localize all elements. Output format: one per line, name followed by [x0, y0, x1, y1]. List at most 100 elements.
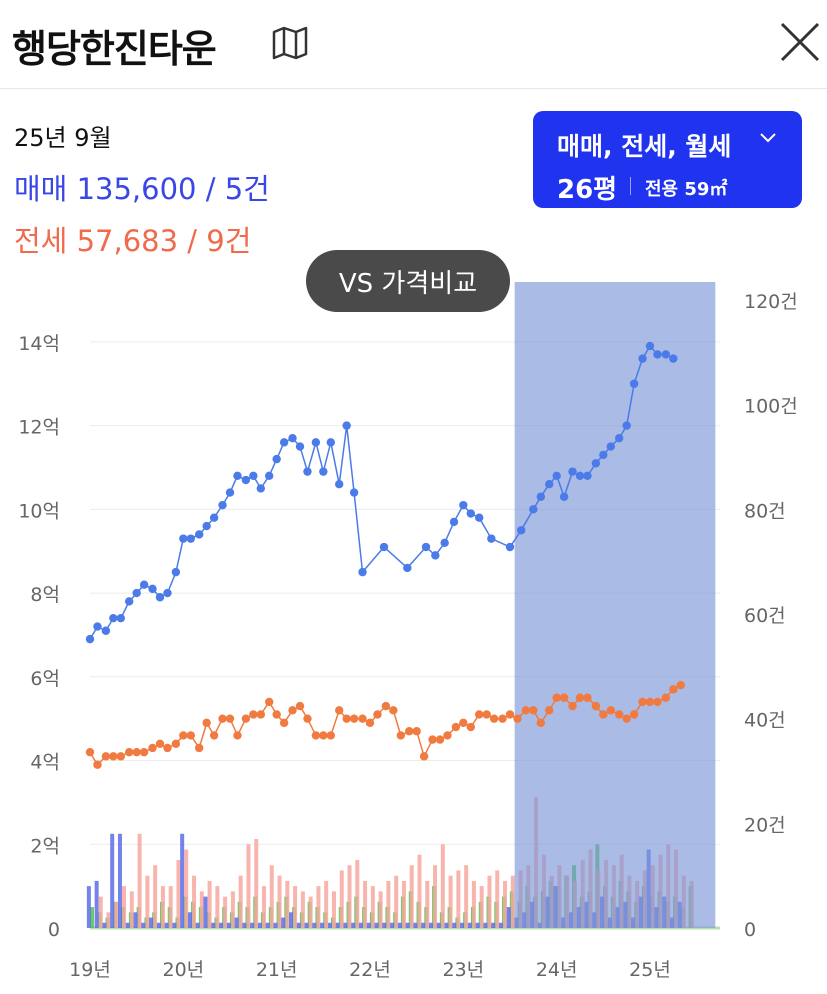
jeonse-point [412, 727, 421, 736]
jeonse-point [311, 731, 321, 740]
jeonse-point [256, 710, 265, 719]
sale-point [319, 467, 328, 476]
y-left-tick-label: 2억 [30, 835, 60, 857]
sale-point [606, 442, 615, 451]
jeonse-point [661, 693, 671, 702]
bar-blue-volume-bar [187, 912, 192, 928]
jeonse-point [163, 743, 172, 753]
map-icon[interactable] [270, 26, 310, 60]
bar-blue-volume-bar [421, 922, 426, 928]
bar-pink-volume-bar [184, 849, 189, 928]
jeonse-point [179, 731, 188, 740]
highlight-region [514, 282, 716, 928]
jeonse-point [451, 722, 461, 732]
bar-blue-volume-bar [475, 922, 480, 928]
y-left-tick-label: 8억 [30, 584, 60, 606]
bar-pink-volume-bar [160, 886, 165, 928]
jeonse-point [482, 710, 491, 719]
bar-blue-volume-bar [498, 922, 503, 928]
bar-blue-volume-bar [172, 922, 177, 928]
y-left-tick-label: 4억 [30, 752, 60, 774]
bar-pink-volume-bar [238, 875, 243, 928]
jeonse-point [335, 706, 344, 715]
sale-point [440, 538, 449, 548]
sale-point [622, 421, 631, 430]
sale-point [459, 500, 468, 510]
sale-point [195, 530, 204, 539]
jeonse-point [645, 697, 655, 707]
sale-point [101, 626, 111, 635]
jeonse-point [629, 710, 639, 719]
bar-pink-volume-bar [246, 844, 251, 928]
close-icon[interactable] [776, 18, 824, 66]
sale-point [421, 542, 431, 552]
bar-blue-volume-bar [506, 907, 511, 928]
bar-pink-volume-bar [409, 865, 414, 928]
bar-blue-volume-bar [180, 833, 185, 928]
sale-point [575, 471, 585, 481]
sale-point [295, 442, 305, 451]
jeonse-point [349, 714, 359, 723]
bar-blue-volume-bar [226, 922, 231, 928]
bar-blue-volume-bar [460, 922, 465, 928]
sale-point [505, 542, 515, 552]
bar-blue-volume-bar [195, 922, 200, 928]
bar-blue-volume-bar [86, 886, 91, 928]
sale-point [303, 467, 312, 476]
bar-blue-volume-bar [343, 922, 348, 928]
jeonse-point [233, 731, 242, 740]
bar-blue-volume-bar [156, 922, 161, 928]
sale-point [132, 588, 141, 598]
bar-blue-volume-bar [428, 922, 433, 928]
jeonse-point [295, 701, 305, 711]
bar-blue-volume-bar [125, 922, 130, 928]
sale-point [431, 551, 440, 560]
jeonse-point [139, 747, 149, 757]
jeonse-point [381, 701, 391, 711]
sale-point [661, 350, 671, 359]
x-tick-label: 21년 [256, 959, 298, 981]
bar-pink-volume-bar [106, 912, 111, 928]
bar-pink-volume-bar [487, 875, 492, 928]
bar-blue-volume-bar [296, 922, 301, 928]
sale-point [552, 471, 561, 481]
bar-pink-volume-bar [495, 870, 500, 928]
bar-green-volume-bar [90, 907, 94, 928]
sale-point [85, 634, 95, 644]
sale-point [629, 379, 639, 388]
bar-pink-volume-bar [215, 886, 220, 928]
bar-pink-volume-bar [300, 891, 305, 928]
deal-type-filter-button[interactable]: 매매, 전세, 월세 26평 전용 59㎡ [533, 111, 802, 208]
bar-pink-volume-bar [456, 870, 461, 928]
sale-point [265, 471, 274, 481]
bar-blue-volume-bar [351, 922, 356, 928]
bar-blue-volume-bar [133, 912, 138, 928]
bar-blue-volume-bar [374, 922, 379, 928]
x-tick-label: 23년 [442, 959, 484, 981]
sale-point [487, 534, 496, 543]
sale-point [186, 534, 195, 543]
bar-blue-volume-bar [211, 922, 216, 928]
sale-point [466, 509, 475, 518]
jeonse-point [101, 752, 111, 761]
jeonse-point [303, 714, 312, 723]
bar-pink-volume-bar [262, 886, 267, 928]
bar-pink-volume-bar [355, 859, 360, 928]
sale-point [358, 567, 367, 577]
jeonse-point [529, 706, 538, 715]
y-right-tick-label: 0 [744, 919, 756, 941]
vs-compare-button[interactable]: VS 가격비교 [306, 250, 510, 312]
jeonse-point [545, 706, 554, 715]
bar-pink-volume-bar [199, 891, 204, 928]
y-left-tick-label: 10억 [18, 500, 60, 522]
jeonse-point [85, 747, 95, 757]
bar-pink-volume-bar [363, 880, 368, 928]
sale-point [517, 526, 526, 535]
sale-point [342, 421, 351, 430]
jeonse-summary: 전세 57,683 / 9건 [14, 224, 252, 258]
sale-point [583, 471, 592, 481]
y-right-tick-label: 80건 [744, 500, 786, 522]
sale-point [669, 354, 678, 363]
bar-blue-volume-bar [382, 922, 387, 928]
